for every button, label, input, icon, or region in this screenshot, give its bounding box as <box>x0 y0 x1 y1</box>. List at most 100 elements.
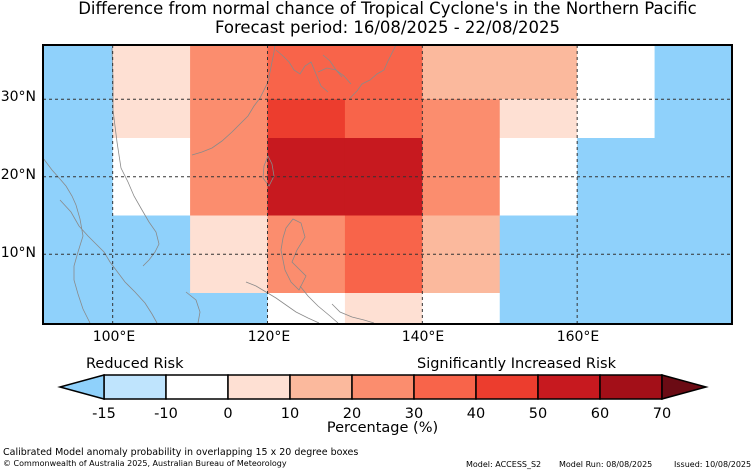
colorbar-tick-label: 50 <box>528 406 548 422</box>
model-run-date: Model Run: 08/08/2025 <box>559 460 653 469</box>
anomaly-cell <box>112 215 191 255</box>
lon-label-120e: 120°E <box>247 329 291 345</box>
anomaly-cell <box>112 138 191 178</box>
anomaly-cell <box>267 293 346 325</box>
colorbar-bin <box>475 374 539 400</box>
reduced-risk-label: Reduced Risk <box>86 356 184 372</box>
colorbar-bin <box>165 374 229 400</box>
colorbar-tick-label: 30 <box>404 406 424 422</box>
anomaly-cell <box>267 99 346 139</box>
anomaly-cell <box>190 215 269 255</box>
anomaly-cell <box>344 215 423 255</box>
colorbar-tick-label: -10 <box>154 406 178 422</box>
colorbar-tick-label: -15 <box>92 406 116 422</box>
forecast-period: Forecast period: 16/08/2025 - 22/08/2025 <box>214 18 561 37</box>
anomaly-cell <box>112 45 191 100</box>
colorbar-bin <box>289 374 353 400</box>
colorbar <box>57 374 709 400</box>
anomaly-cell <box>422 215 501 255</box>
anomaly-cell <box>654 293 733 325</box>
anomaly-cell <box>577 254 656 294</box>
anomaly-cell <box>43 254 114 294</box>
anomaly-cell <box>344 254 423 294</box>
anomaly-cell <box>43 293 114 325</box>
anomaly-cell <box>499 176 578 217</box>
coastlines <box>42 44 397 324</box>
anomaly-cell <box>499 99 578 139</box>
anomaly-cell <box>190 138 269 178</box>
colorbar-tick-label: 40 <box>466 406 486 422</box>
colorbar-tick-label: 60 <box>590 406 610 422</box>
anomaly-cell <box>267 176 346 217</box>
lon-label-160e: 160°E <box>556 329 600 345</box>
anomaly-cell <box>577 215 656 255</box>
graticule <box>43 45 732 324</box>
lon-label-100e: 100°E <box>92 329 136 345</box>
colorbar-tick-label: 0 <box>223 406 233 422</box>
copyright-note: © Commonwealth of Australia 2025, Austra… <box>3 459 287 468</box>
map-frame <box>42 44 733 325</box>
colorbar-bin <box>227 374 291 400</box>
anomaly-cell <box>112 176 191 217</box>
lon-label-140e: 140°E <box>401 329 445 345</box>
anomaly-cell <box>267 215 346 255</box>
anomaly-cell <box>654 215 733 255</box>
anomaly-cell <box>422 293 501 325</box>
anomaly-cell <box>422 254 501 294</box>
lat-label-20n: 20°N <box>0 167 36 183</box>
anomaly-cells <box>43 45 733 325</box>
anomaly-cell <box>43 176 114 217</box>
anomaly-cell <box>577 176 656 217</box>
anomaly-cell <box>499 293 578 325</box>
anomaly-cell <box>43 45 114 100</box>
colorbar-bin <box>599 374 663 400</box>
anomaly-cell <box>577 45 656 100</box>
anomaly-cell <box>577 293 656 325</box>
anomaly-cell <box>577 99 656 139</box>
anomaly-cell <box>267 138 346 178</box>
anomaly-cell <box>654 176 733 217</box>
anomaly-cell <box>112 99 191 139</box>
issued-date: Issued: 10/08/2025 <box>674 460 752 469</box>
anomaly-cell <box>499 215 578 255</box>
anomaly-cell <box>499 45 578 100</box>
model-name: Model: ACCESS_S2 <box>466 460 542 469</box>
colorbar-tick-label: 20 <box>342 406 362 422</box>
anomaly-cell <box>499 138 578 178</box>
anomaly-cell <box>43 138 114 178</box>
anomaly-cell <box>43 99 114 139</box>
colorbar-title: Percentage (%) <box>326 420 439 436</box>
description-note: Calibrated Model anomaly probability in … <box>3 447 359 458</box>
anomaly-cell <box>112 293 191 325</box>
colorbar-bin <box>537 374 601 400</box>
colorbar-tick-label: 70 <box>652 406 672 422</box>
anomaly-cell <box>577 138 656 178</box>
lat-label-10n: 10°N <box>0 245 36 261</box>
anomaly-cell <box>190 254 269 294</box>
anomaly-cell <box>344 176 423 217</box>
anomaly-cell <box>267 254 346 294</box>
anomaly-cell <box>190 99 269 139</box>
anomaly-cell <box>344 99 423 139</box>
anomaly-cell <box>654 254 733 294</box>
anomaly-cell <box>422 99 501 139</box>
colorbar-bin <box>413 374 477 400</box>
colorbar-bin <box>103 374 167 400</box>
anomaly-cell <box>43 215 114 255</box>
anomaly-cell <box>654 138 733 178</box>
map-title: Difference from normal chance of Tropica… <box>78 0 697 18</box>
anomaly-cell <box>112 254 191 294</box>
anomaly-cell <box>344 138 423 178</box>
anomaly-cell <box>190 293 269 325</box>
anomaly-cell <box>190 45 269 100</box>
colorbar-bin <box>351 374 415 400</box>
anomaly-cell <box>654 99 733 139</box>
colorbar-under-arrow <box>57 374 105 400</box>
anomaly-cell <box>499 254 578 294</box>
colorbar-over-arrow <box>661 374 709 400</box>
anomaly-cell <box>422 45 501 100</box>
anomaly-cell <box>344 293 423 325</box>
increased-risk-label: Significantly Increased Risk <box>417 356 616 372</box>
colorbar-tick-label: 10 <box>280 406 300 422</box>
